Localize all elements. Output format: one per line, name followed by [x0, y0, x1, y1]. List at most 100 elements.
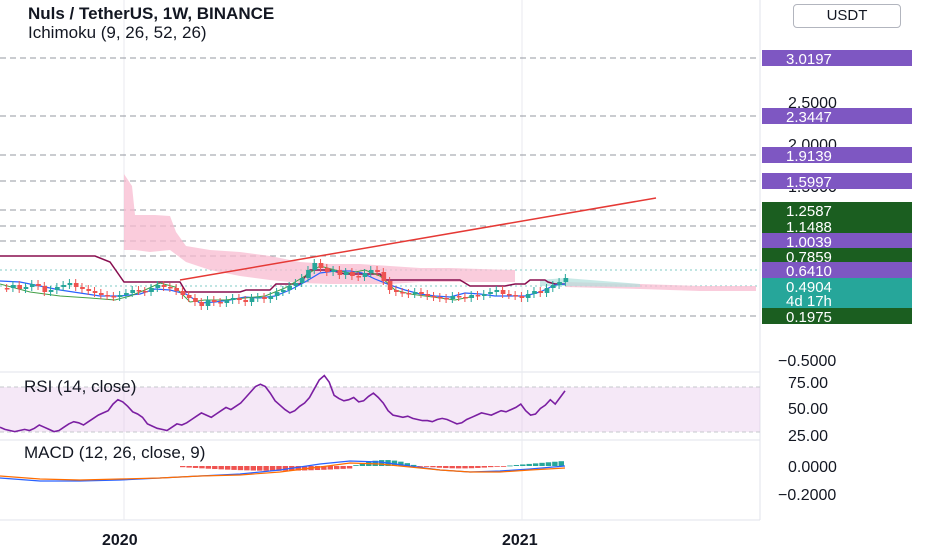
candle-body[interactable] — [450, 296, 456, 299]
candle-body[interactable] — [475, 295, 481, 297]
candle-body[interactable] — [513, 295, 518, 297]
candle-body[interactable] — [199, 302, 205, 306]
candle-body[interactable] — [11, 285, 16, 288]
candle-body[interactable] — [17, 285, 23, 289]
candle-body[interactable] — [36, 284, 41, 286]
trendline[interactable] — [179, 197, 657, 281]
candle-body[interactable] — [218, 302, 223, 304]
candle-body[interactable] — [98, 293, 104, 295]
candle-body[interactable] — [437, 297, 443, 299]
currency-button[interactable]: USDT — [793, 4, 901, 28]
candle-body[interactable] — [425, 294, 431, 296]
candle-body[interactable] — [130, 290, 136, 293]
candle-body[interactable] — [205, 300, 211, 306]
candle-body[interactable] — [337, 270, 343, 275]
candle-body[interactable] — [23, 287, 29, 289]
candle-body[interactable] — [375, 270, 380, 272]
candle-body[interactable] — [142, 291, 148, 293]
candle-body[interactable] — [456, 296, 462, 298]
candle-body[interactable] — [48, 290, 54, 292]
candle-body[interactable] — [61, 285, 66, 287]
candle-body[interactable] — [155, 285, 161, 288]
candlestick-series[interactable] — [4, 259, 569, 310]
candle-body[interactable] — [394, 290, 399, 292]
candle-body[interactable] — [350, 272, 355, 276]
candle-body[interactable] — [563, 278, 569, 282]
candle-body[interactable] — [387, 281, 393, 290]
candle-body[interactable] — [92, 291, 98, 293]
candle-body[interactable] — [406, 293, 412, 295]
candle-body[interactable] — [4, 288, 10, 290]
candle-body[interactable] — [356, 276, 362, 278]
macd-tick-neg02: −0.2000 — [778, 487, 836, 504]
candle-body[interactable] — [55, 287, 60, 290]
candle-body[interactable] — [306, 270, 311, 278]
candle-body[interactable] — [532, 291, 537, 294]
candle-body[interactable] — [525, 294, 531, 298]
candle-body[interactable] — [230, 298, 236, 300]
candle-body[interactable] — [343, 272, 349, 275]
price-tag-label: 1.0039 — [786, 234, 832, 251]
candle-body[interactable] — [312, 263, 318, 270]
candle-body[interactable] — [488, 292, 493, 294]
candle-body[interactable] — [243, 300, 249, 302]
candle-body[interactable] — [299, 278, 305, 283]
candle-body[interactable] — [550, 285, 556, 288]
candle-body[interactable] — [293, 283, 299, 286]
candle-body[interactable] — [400, 292, 405, 294]
candle-body[interactable] — [463, 297, 468, 299]
candle-body[interactable] — [362, 273, 368, 277]
candle-body[interactable] — [381, 272, 387, 281]
candle-body[interactable] — [224, 300, 230, 303]
candle-body[interactable] — [557, 282, 562, 285]
candle-body[interactable] — [481, 294, 487, 296]
macd-bar — [558, 461, 564, 466]
candle-body[interactable] — [117, 295, 123, 297]
candle-body[interactable] — [168, 287, 173, 289]
candle-body[interactable] — [249, 298, 255, 302]
candle-body[interactable] — [111, 296, 117, 298]
candle-body[interactable] — [29, 284, 35, 287]
candle-body[interactable] — [368, 270, 374, 273]
macd-histogram[interactable] — [180, 460, 564, 471]
candle-body[interactable] — [237, 298, 242, 300]
candle-body[interactable] — [193, 298, 198, 302]
candle-body[interactable] — [255, 297, 261, 299]
candle-body[interactable] — [124, 293, 129, 295]
candle-body[interactable] — [419, 292, 424, 294]
macd-bar — [192, 466, 199, 468]
candle-body[interactable] — [180, 291, 186, 295]
candle-body[interactable] — [268, 296, 274, 299]
candle-body[interactable] — [80, 287, 85, 289]
candle-body[interactable] — [161, 285, 167, 287]
candle-body[interactable] — [42, 286, 48, 292]
candle-body[interactable] — [149, 288, 154, 292]
candle-body[interactable] — [318, 263, 324, 268]
candle-body[interactable] — [281, 290, 286, 292]
macd-bar — [205, 466, 212, 469]
candle-body[interactable] — [262, 297, 267, 299]
candle-body[interactable] — [331, 270, 336, 272]
candle-body[interactable] — [287, 286, 292, 290]
candle-body[interactable] — [500, 290, 506, 294]
candle-body[interactable] — [105, 295, 110, 297]
candle-body[interactable] — [186, 295, 192, 298]
candle-body[interactable] — [538, 291, 544, 293]
candle-body[interactable] — [519, 296, 525, 298]
candle-body[interactable] — [444, 298, 449, 300]
candle-body[interactable] — [431, 296, 437, 298]
candle-body[interactable] — [494, 290, 500, 292]
candle-body[interactable] — [507, 294, 512, 296]
candle-body[interactable] — [174, 288, 179, 291]
rsi-line[interactable] — [0, 374, 566, 433]
candle-body[interactable] — [274, 292, 280, 296]
candle-body[interactable] — [86, 289, 92, 291]
candle-body[interactable] — [67, 283, 73, 285]
candle-body[interactable] — [324, 268, 330, 272]
candle-body[interactable] — [469, 295, 475, 298]
candle-body[interactable] — [211, 300, 217, 302]
candle-body[interactable] — [412, 292, 418, 294]
candle-body[interactable] — [544, 288, 550, 293]
candle-body[interactable] — [73, 283, 79, 287]
candle-body[interactable] — [136, 290, 142, 292]
